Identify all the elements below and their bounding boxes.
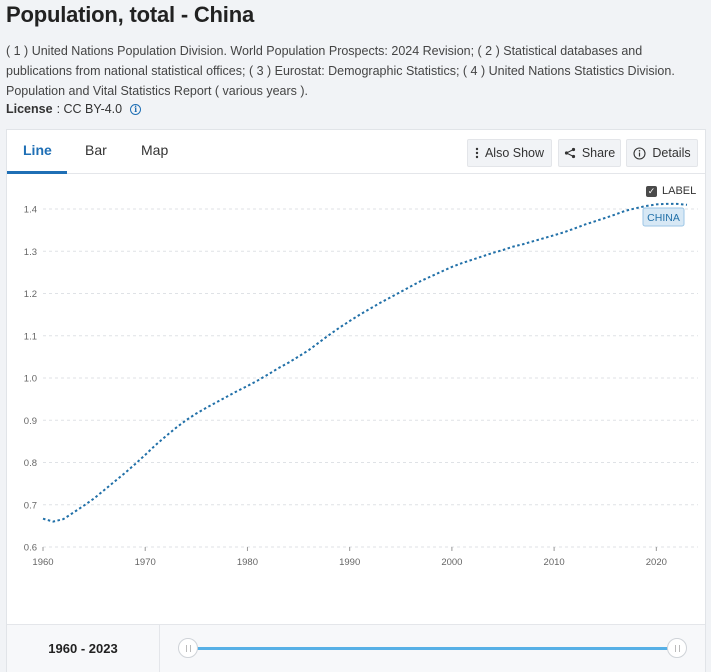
y-tick-label: 1.2: [24, 289, 37, 300]
share-label: Share: [581, 146, 616, 160]
chart-area: 0.6 0.7 0.8 0.9 1.0 1.1 1.2 1.3 1.4 1960 1970 1980…: [7, 175, 705, 625]
also-show-label: Also Show: [484, 146, 545, 160]
more-vertical-icon: [475, 147, 479, 159]
year-range-label: 1960 - 2023: [7, 625, 160, 672]
page-title: Population, total - China: [6, 2, 254, 27]
chart-card: Line Bar Map Also Show Share Details 0.6…: [6, 129, 706, 672]
x-tick-label: 2020: [646, 557, 667, 568]
x-tick-label: 2010: [544, 557, 565, 568]
info-icon[interactable]: i: [130, 103, 142, 115]
x-tick-label: 1970: [135, 557, 156, 568]
series-line-china: [42, 202, 688, 523]
sources-text: ( 1 ) United Nations Population Division…: [6, 44, 675, 98]
tab-line[interactable]: Line: [23, 142, 52, 158]
y-tick-label: 0.7: [24, 500, 37, 511]
slider-handle-start[interactable]: [178, 638, 198, 658]
license-row: License : CC BY-4.0 i: [6, 102, 142, 116]
x-tick-label: 2000: [441, 557, 462, 568]
line-chart: 0.6 0.7 0.8 0.9 1.0 1.1 1.2 1.3 1.4 1960 1970 1980…: [24, 202, 698, 568]
year-range-bar: 1960 - 2023: [7, 624, 705, 672]
slider-handle-end[interactable]: [667, 638, 687, 658]
y-tick-label: 1.4: [24, 205, 37, 216]
series-label-china: CHINA: [642, 207, 685, 227]
year-range-slider-track[interactable]: [190, 647, 677, 650]
y-tick-label: 0.9: [24, 416, 37, 427]
x-tick-label: 1990: [339, 557, 360, 568]
tab-bar[interactable]: Bar: [85, 142, 107, 158]
x-tick-label: 1960: [32, 557, 53, 568]
y-tick-label: 1.0: [24, 374, 37, 385]
also-show-button[interactable]: Also Show: [467, 139, 552, 167]
grip-icon: [185, 644, 191, 652]
grip-icon: [674, 644, 680, 652]
label-toggle[interactable]: ✓ LABEL: [646, 185, 696, 197]
details-label: Details: [652, 146, 691, 160]
active-tab-indicator: [7, 171, 67, 174]
share-button[interactable]: Share: [558, 139, 621, 167]
license-label: License: [6, 102, 53, 116]
label-toggle-text: LABEL: [662, 185, 697, 197]
tab-map[interactable]: Map: [141, 142, 169, 158]
details-button[interactable]: Details: [626, 139, 698, 167]
y-tick-label: 1.3: [24, 247, 37, 258]
info-circle-icon: [633, 146, 646, 160]
y-tick-label: 0.6: [24, 543, 37, 554]
x-tick-label: 1980: [237, 557, 258, 568]
label-checkbox[interactable]: ✓: [646, 185, 657, 197]
chart-tabs: Line Bar Map Also Show Share Details: [7, 130, 705, 174]
y-tick-label: 1.1: [24, 331, 37, 342]
license-value: : CC BY-4.0: [56, 102, 123, 116]
share-icon: [564, 147, 575, 159]
y-tick-label: 0.8: [24, 458, 37, 469]
svg-text:CHINA: CHINA: [647, 212, 680, 224]
